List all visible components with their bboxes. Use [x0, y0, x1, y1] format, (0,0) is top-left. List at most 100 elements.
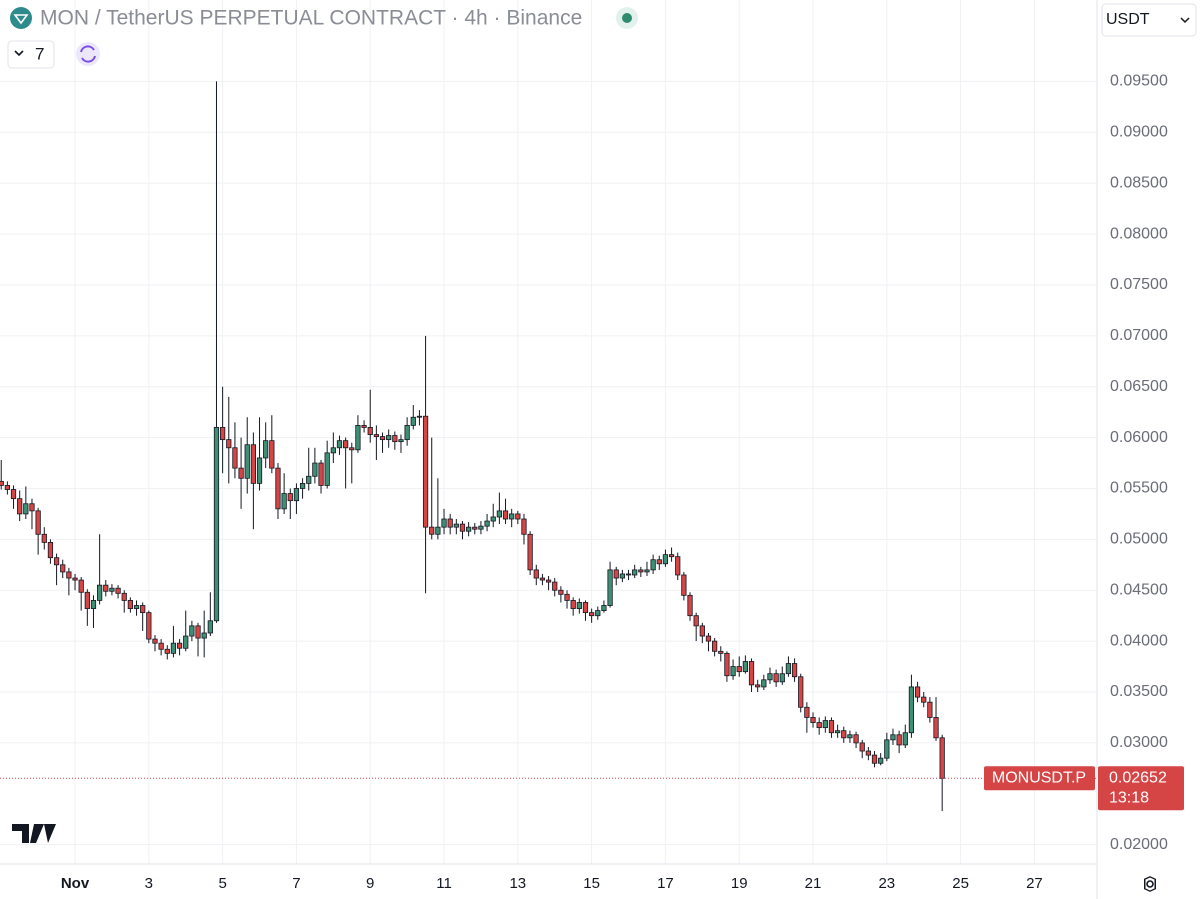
candle-body	[349, 447, 355, 451]
candle-body	[607, 569, 613, 606]
candle-body	[422, 415, 429, 528]
candle-body	[767, 673, 773, 681]
candle-body	[275, 467, 281, 510]
candle-body	[189, 625, 195, 637]
candle-body	[447, 518, 453, 528]
candle-body	[183, 635, 189, 649]
candle-body	[576, 602, 582, 609]
x-tick-label: 27	[1026, 875, 1043, 892]
candle-body	[755, 684, 761, 688]
candle-body	[379, 436, 386, 441]
candle-body	[490, 516, 496, 522]
candle-body	[343, 440, 349, 449]
candle-body	[23, 503, 29, 515]
x-tick-label: 15	[583, 875, 600, 892]
chevron	[1180, 17, 1190, 24]
candle-body	[453, 523, 459, 528]
candle-body	[170, 642, 177, 654]
candle-body	[109, 587, 115, 592]
candle-body	[410, 416, 416, 426]
candle-body	[502, 510, 509, 520]
candle-body	[601, 605, 607, 612]
candle-body	[373, 434, 379, 437]
currency-select[interactable]	[1101, 3, 1197, 37]
candle-body	[521, 518, 527, 535]
candle-body	[878, 757, 884, 764]
x-tick-label: 11	[436, 875, 452, 892]
candle-body	[902, 732, 908, 746]
candle-body	[336, 440, 343, 449]
candle-body	[158, 642, 164, 650]
y-tick-label: 0.09000	[1110, 124, 1168, 141]
candle-body	[933, 717, 939, 739]
price-tag	[1098, 766, 1184, 811]
candle-body	[533, 569, 539, 579]
price-tag-value: 0.02652	[1109, 770, 1167, 787]
x-tick-label: 17	[657, 875, 674, 892]
candle-body	[939, 737, 945, 779]
candle-body	[828, 720, 835, 734]
candle-body	[367, 427, 373, 435]
tradingview-logo[interactable]	[12, 824, 56, 843]
candle-body	[416, 415, 423, 418]
candle-body	[299, 482, 306, 489]
indicator-toggle[interactable]	[7, 40, 55, 69]
y-tick-label: 0.06000	[1110, 429, 1168, 446]
y-tick-label: 0.06500	[1110, 378, 1168, 395]
candle-body	[355, 424, 361, 451]
candle-body	[121, 592, 127, 601]
candle-body	[220, 427, 226, 441]
candle-body	[293, 488, 300, 502]
candle-body	[927, 701, 933, 718]
candle-body	[127, 600, 133, 609]
y-tick-label: 0.04000	[1110, 632, 1168, 649]
candle-body	[884, 739, 890, 759]
candle-body	[459, 523, 466, 532]
candle-body	[226, 439, 232, 449]
candle-body	[853, 734, 859, 744]
candle-body	[908, 686, 915, 734]
candle-body	[712, 640, 718, 652]
candle-body	[478, 525, 484, 530]
candle-body	[330, 447, 336, 454]
y-tick-label: 0.02000	[1110, 836, 1168, 853]
indicator-count: 7	[35, 44, 44, 63]
candle-body	[638, 569, 644, 573]
candle-body	[705, 635, 712, 642]
candle-body	[515, 513, 521, 520]
candle-body	[632, 569, 638, 576]
candle-body	[97, 584, 103, 601]
candle-body	[890, 734, 896, 741]
candle-body	[429, 526, 435, 535]
candle-body	[761, 679, 767, 688]
candle-body	[281, 493, 287, 510]
candle-body	[693, 615, 699, 627]
symbol-icon-mark	[13, 14, 29, 25]
settings-button[interactable]	[1144, 876, 1156, 892]
candle-body	[60, 564, 66, 573]
candle-body	[250, 444, 256, 484]
candle-body	[798, 676, 804, 708]
x-tick-label: 5	[218, 875, 226, 892]
candle-body	[822, 720, 828, 729]
candle-body	[287, 493, 293, 502]
candle-body	[570, 600, 576, 609]
candle-body	[496, 510, 502, 518]
candle-body	[84, 591, 90, 609]
candle-body	[0, 480, 4, 486]
candle-body	[435, 526, 441, 535]
x-tick-label: Nov	[61, 875, 90, 892]
candle-body	[871, 754, 878, 764]
candle-body	[115, 587, 121, 594]
candle-body	[398, 439, 404, 443]
y-tick-label: 0.05500	[1110, 480, 1168, 497]
candle-body	[914, 686, 921, 698]
candle-body	[232, 447, 238, 469]
candle-body	[662, 554, 669, 565]
chevron	[14, 50, 24, 57]
candle-body	[238, 467, 244, 479]
y-tick-label: 0.03500	[1110, 683, 1168, 700]
candle-body	[244, 444, 250, 479]
candle-body	[207, 620, 213, 634]
candle-body	[625, 573, 632, 576]
